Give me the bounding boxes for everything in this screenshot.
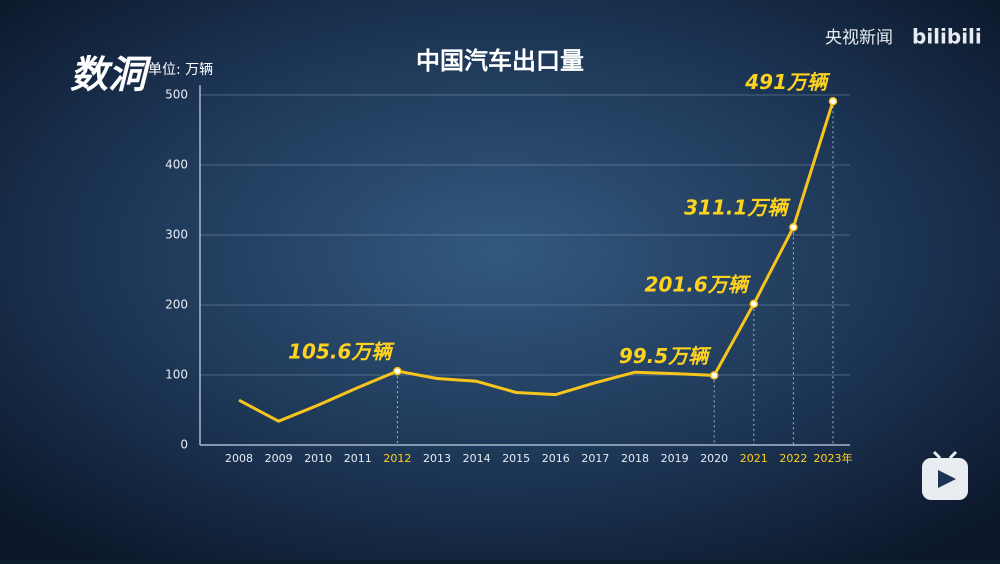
x-tick-label: 2019 [661,452,689,465]
x-tick-label: 2023年 [814,451,853,465]
y-tick-label: 400 [165,158,188,172]
logo: 数洞 [70,52,152,97]
watermark: 央视新闻 [825,28,893,48]
data-point [749,299,759,309]
y-tick-label: 300 [165,228,188,242]
data-label: 105.6万辆 [288,340,395,364]
x-tick-label: 2013 [423,452,451,465]
x-tick-label: 2017 [581,452,609,465]
data-point [828,97,838,106]
y-tick-label: 0 [180,438,188,452]
x-tick-label: 2012 [383,452,411,465]
data-label: 311.1万辆 [684,196,791,220]
data-point [789,222,798,232]
play-icon[interactable] [922,450,968,500]
x-tick-label: 2016 [542,452,570,465]
y-tick-label: 500 [165,88,188,102]
x-tick-label: 2010 [304,452,332,465]
x-tick-label: 2020 [700,452,728,465]
y-tick-label: 100 [165,368,188,382]
x-tick-label: 2011 [344,452,372,465]
x-tick-label: 2015 [502,452,530,465]
x-tick-label: 2014 [463,452,491,465]
x-tick-label: 2018 [621,452,649,465]
data-label: 201.6万辆 [645,272,752,296]
x-tick-label: 2021 [740,452,768,465]
x-tick-label: 2008 [225,452,253,465]
data-label: 491万辆 [744,70,831,94]
unit-label: 单位: 万辆 [148,62,213,78]
data-point [393,366,402,376]
data-line [238,100,835,423]
x-tick-label: 2009 [265,452,293,465]
y-tick-label: 200 [165,298,188,312]
data-point [709,371,719,380]
x-tick-label: 2022 [779,452,807,465]
watermark: bilibili [912,25,982,49]
chart-title: 中国汽车出口量 [416,47,584,75]
data-label: 99.5万辆 [619,344,712,368]
